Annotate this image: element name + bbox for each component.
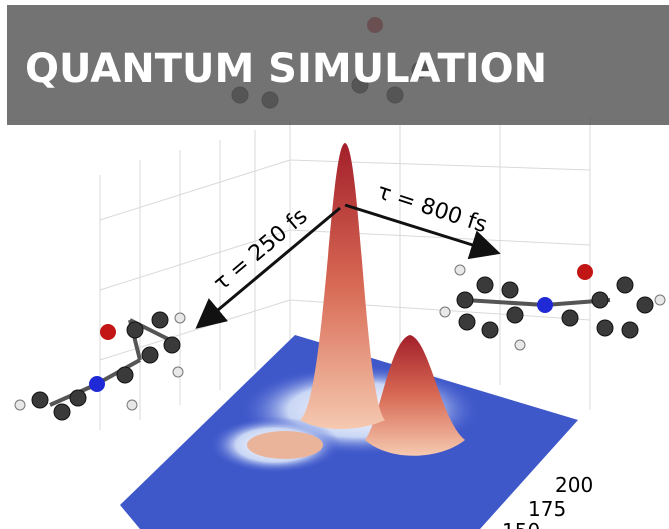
annotation: τ = 800 fs — [374, 179, 490, 238]
tile: τ = 250 fs τ = 800 fs QUANTUM SIMULATION… — [0, 0, 669, 529]
small-peak — [247, 431, 323, 459]
annotation: τ = 250 fs — [209, 204, 312, 296]
axis-label: 175 — [528, 497, 566, 521]
molecule — [440, 264, 665, 350]
axis-label: 200 — [555, 473, 593, 497]
axis-label: 150 — [502, 519, 540, 529]
banner-title: QUANTUM SIMULATION — [25, 46, 547, 92]
main-peak — [300, 143, 385, 429]
